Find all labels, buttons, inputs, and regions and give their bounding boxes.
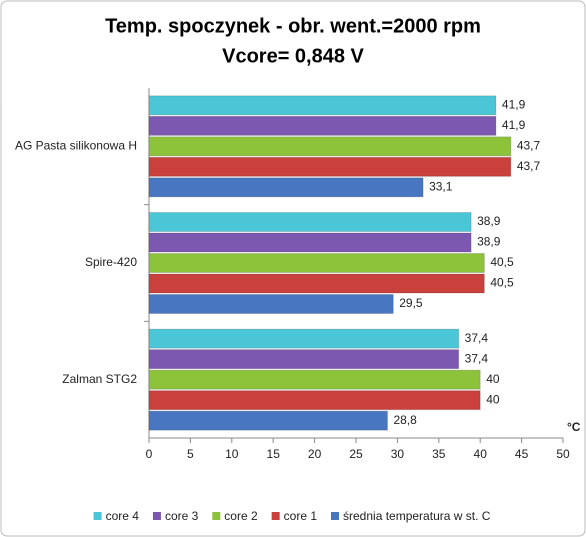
legend-label: core 3 bbox=[165, 509, 199, 523]
data-label: 40 bbox=[486, 392, 500, 406]
x-tick-label: 0 bbox=[146, 447, 153, 461]
bar bbox=[148, 253, 485, 273]
data-label: 40,5 bbox=[490, 255, 514, 269]
chart-subtitle: Vcore= 0,848 V bbox=[222, 45, 364, 67]
bar bbox=[148, 410, 388, 431]
bar bbox=[148, 156, 512, 177]
bar bbox=[148, 95, 497, 116]
bar bbox=[148, 369, 481, 390]
bar bbox=[148, 212, 472, 232]
data-label: 33,1 bbox=[429, 180, 453, 194]
y-tick-label: Zalman STG2 bbox=[62, 372, 137, 386]
bar bbox=[148, 294, 394, 314]
bar bbox=[148, 136, 512, 157]
x-tick-label: 30 bbox=[391, 447, 405, 461]
bar bbox=[148, 177, 424, 198]
data-label: 40 bbox=[486, 372, 500, 386]
bar bbox=[148, 390, 481, 411]
chart-title: Temp. spoczynek - obr. went.=2000 rpm bbox=[105, 15, 481, 37]
x-tick-label: 35 bbox=[432, 447, 446, 461]
legend-label: średnia temperatura w st. C bbox=[343, 509, 491, 523]
legend-marker bbox=[271, 512, 280, 520]
legend-marker bbox=[212, 512, 221, 520]
data-label: 41,9 bbox=[502, 98, 526, 112]
data-label: 41,9 bbox=[502, 118, 526, 132]
x-tick-label: 40 bbox=[474, 447, 488, 461]
y-tick-label: AG Pasta silikonowa H bbox=[15, 139, 137, 153]
bar bbox=[148, 115, 497, 136]
data-label: 37,4 bbox=[465, 351, 489, 365]
x-tick-label: 5 bbox=[187, 447, 194, 461]
x-tick-label: 45 bbox=[515, 447, 529, 461]
legend-label: core 1 bbox=[284, 509, 318, 523]
x-tick-label: 10 bbox=[225, 447, 239, 461]
legend-label: core 2 bbox=[224, 509, 258, 523]
bar bbox=[148, 349, 460, 370]
data-label: 43,7 bbox=[517, 159, 541, 173]
legend-marker bbox=[93, 512, 102, 520]
y-tick-label: Spire-420 bbox=[85, 255, 137, 269]
legend-label: core 4 bbox=[106, 509, 140, 523]
x-tick-label: 15 bbox=[267, 447, 281, 461]
data-label: 29,5 bbox=[399, 296, 423, 310]
data-label: 38,9 bbox=[477, 214, 501, 228]
data-label: 38,9 bbox=[477, 235, 501, 249]
bar bbox=[148, 328, 460, 349]
bar bbox=[148, 273, 485, 294]
bar bbox=[148, 232, 472, 253]
x-axis-label: °C bbox=[567, 420, 581, 434]
data-label: 37,4 bbox=[465, 331, 489, 345]
data-label: 43,7 bbox=[517, 139, 541, 153]
data-label: 28,8 bbox=[393, 413, 417, 427]
data-label: 40,5 bbox=[490, 276, 514, 290]
legend-marker bbox=[152, 512, 161, 520]
legend-marker bbox=[331, 512, 340, 520]
x-tick-label: 20 bbox=[308, 447, 322, 461]
x-tick-label: 25 bbox=[349, 447, 363, 461]
x-tick-label: 50 bbox=[556, 447, 570, 461]
